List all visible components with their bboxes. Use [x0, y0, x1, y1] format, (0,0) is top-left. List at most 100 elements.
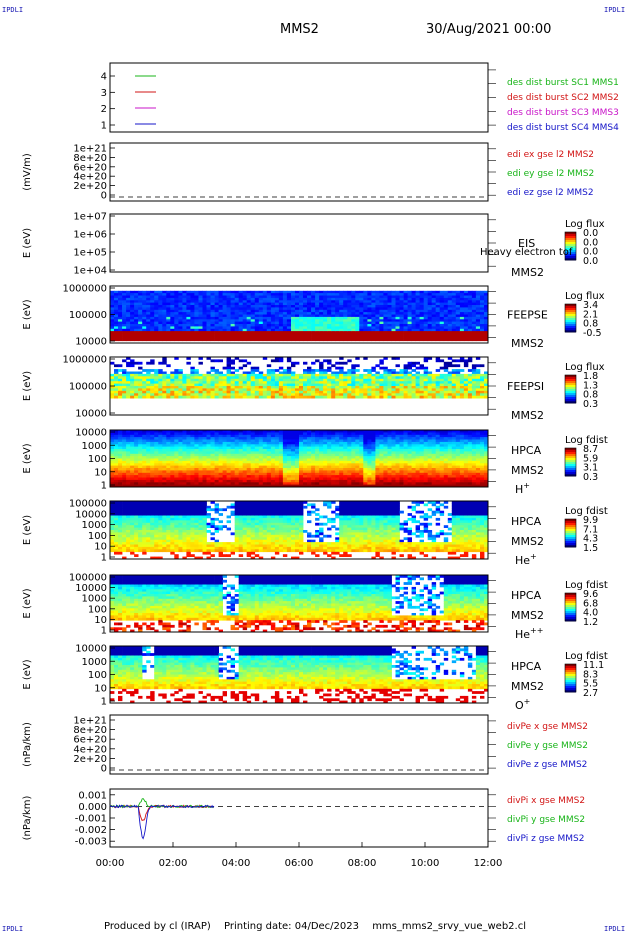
spectro-cell-5-62-23	[359, 484, 364, 488]
spectro-cell-5-28-5	[222, 441, 227, 445]
spectro-cell-5-31-9	[234, 451, 240, 455]
spectro-cell-3-6-19	[134, 331, 139, 334]
spectro-cell-3-15-22	[170, 338, 175, 342]
spectro-cell-4-1-9	[114, 378, 119, 382]
spectro-cell-3-80-14	[431, 319, 437, 323]
spectro-cell-4-0-7	[110, 373, 115, 377]
spectro-cell-5-39-0	[266, 430, 272, 433]
spectro-cell-3-47-8	[299, 305, 304, 308]
spectro-cell-5-67-7	[379, 446, 384, 450]
spectro-cell-5-36-18	[254, 472, 260, 476]
spectro-cell-4-76-16	[415, 395, 420, 399]
spectro-cell-3-42-2	[278, 290, 284, 294]
spectro-cell-4-12-10	[158, 381, 163, 384]
spectro-cell-5-54-21	[327, 479, 332, 483]
spectro-cell-3-89-21	[467, 335, 473, 339]
spectro-cell-5-23-1	[202, 432, 207, 436]
spectro-cell-4-53-1	[323, 359, 328, 363]
spectro-cell-3-63-5	[363, 297, 368, 301]
spectro-cell-5-68-12	[383, 458, 388, 462]
spectro-cell-3-62-8	[359, 305, 364, 308]
spectro-cell-5-65-17	[371, 470, 376, 474]
spectro-cell-5-39-4	[266, 439, 272, 443]
spectro-cell-3-22-14	[198, 319, 203, 323]
spectro-cell-3-31-3	[234, 293, 240, 296]
spectro-cell-3-26-15	[214, 321, 219, 325]
spectro-cell-4-31-13	[234, 388, 240, 392]
spectro-cell-3-32-4	[238, 295, 244, 299]
spectro-cell-4-91-7	[475, 373, 481, 377]
spectro-cell-3-33-5	[242, 297, 248, 301]
spectro-cell-3-81-8	[435, 305, 441, 308]
spectro-cell-3-11-8	[154, 305, 159, 308]
spectro-cell-4-82-15	[439, 393, 445, 397]
spectro-cell-4-69-6	[387, 371, 392, 375]
spectro-cell-3-64-15	[367, 321, 372, 325]
spectro-cell-4-3-16	[122, 395, 127, 399]
spectro-cell-5-40-6	[270, 444, 276, 448]
spectro-cell-5-45-3	[291, 437, 296, 440]
spectro-cell-4-40-9	[270, 378, 276, 382]
spectro-cell-3-85-8	[451, 305, 457, 308]
spectro-cell-3-46-9	[295, 307, 300, 311]
spectro-cell-5-58-18	[343, 472, 348, 476]
spectro-cell-3-23-10	[202, 309, 207, 313]
spectro-cell-4-88-15	[463, 393, 469, 397]
spectro-cell-3-83-21	[443, 335, 449, 339]
spectro-cell-5-66-8	[375, 449, 380, 452]
spectro-cell-5-23-7	[202, 446, 207, 450]
spectro-cell-3-24-17	[206, 326, 211, 330]
spectro-cell-4-65-10	[371, 381, 376, 384]
spectro-cell-5-49-3	[307, 437, 312, 440]
spectro-cell-5-66-2	[375, 434, 380, 438]
spectro-cell-3-6-8	[134, 305, 139, 308]
spectro-cell-5-18-0	[182, 430, 187, 433]
spectro-cell-4-56-8	[335, 376, 340, 380]
spectro-cell-3-50-13	[311, 316, 316, 320]
spectro-cell-5-19-5	[186, 441, 191, 445]
spectro-cell-3-70-12	[391, 314, 396, 318]
spectro-cell-3-42-9	[278, 307, 284, 311]
spectro-cell-4-3-12	[122, 386, 127, 389]
spectro-cell-5-1-22	[114, 482, 119, 486]
spectro-cell-4-36-14	[254, 390, 260, 394]
spectro-cell-5-67-4	[379, 439, 384, 443]
spectro-cell-4-46-14	[295, 390, 300, 394]
spectro-cell-3-27-16	[218, 324, 223, 327]
spectro-cell-3-24-3	[206, 293, 211, 296]
spectro-cell-5-67-17	[379, 470, 384, 474]
spectro-cell-3-3-5	[122, 297, 127, 301]
spectro-cell-4-52-14	[319, 390, 324, 394]
spectro-cell-4-85-10	[451, 381, 457, 384]
spectro-cell-5-65-21	[371, 479, 376, 483]
spectro-cell-5-53-4	[323, 439, 328, 443]
spectro-cell-5-19-21	[186, 479, 191, 483]
colorbar-segment-2-0	[565, 232, 576, 235]
spectro-cell-5-23-14	[202, 463, 207, 467]
spectro-cell-3-72-22	[399, 338, 404, 342]
spectro-cell-4-93-13	[484, 388, 489, 392]
spectro-cell-5-37-2	[258, 434, 264, 438]
spectro-cell-5-18-3	[182, 437, 187, 440]
corner-label-bottom-right: IPDLI	[604, 925, 626, 933]
spectro-cell-3-68-12	[383, 314, 388, 318]
spectro-cell-3-1-19	[114, 331, 119, 334]
spectro-cell-3-3-12	[122, 314, 127, 318]
spectro-cell-4-7-2	[138, 361, 143, 365]
spectro-cell-5-57-3	[339, 437, 344, 440]
spectro-cell-5-12-20	[158, 477, 163, 481]
spectro-cell-5-57-15	[339, 465, 344, 469]
spectro-cell-5-68-2	[383, 434, 388, 438]
spectro-cell-3-2-10	[118, 309, 123, 313]
spectro-cell-4-67-16	[379, 395, 384, 399]
spectro-cell-3-41-5	[274, 297, 280, 301]
spectro-cell-3-80-20	[431, 333, 437, 337]
spectro-cell-4-14-15	[166, 393, 171, 397]
spectro-cell-3-84-18	[447, 328, 453, 332]
spectro-cell-5-62-2	[359, 434, 364, 438]
spectro-cell-5-21-22	[194, 482, 199, 486]
spectro-cell-3-33-10	[242, 309, 248, 313]
spectro-cell-3-81-21	[435, 335, 441, 339]
spectro-cell-5-13-15	[162, 465, 167, 469]
spectro-cell-4-44-5	[286, 369, 292, 372]
